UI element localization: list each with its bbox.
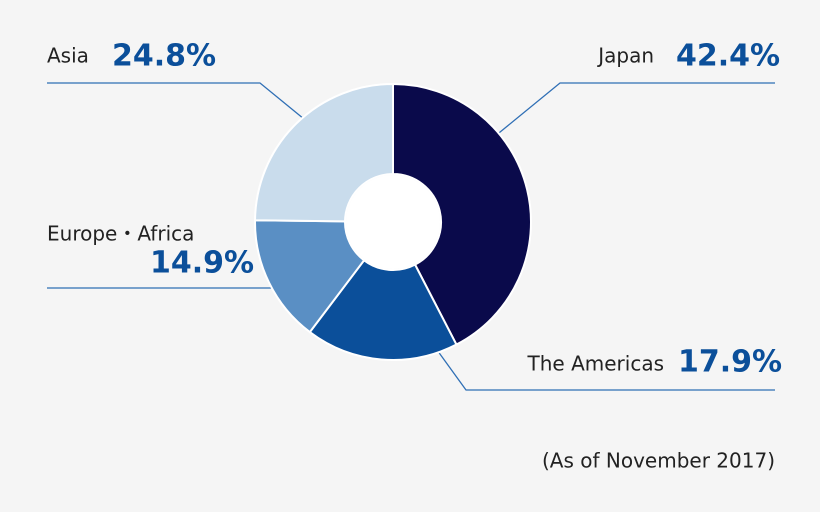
note: (As of November 2017) <box>542 449 775 473</box>
value-label: 24.8% <box>112 39 216 74</box>
value-label: 42.4% <box>676 39 780 74</box>
donut-hole <box>346 175 440 269</box>
value-label: 14.9% <box>150 246 254 281</box>
slice-label: The Americas <box>527 352 664 376</box>
leader-line <box>431 342 775 391</box>
slice <box>392 82 532 346</box>
slice <box>254 219 366 334</box>
leader-line <box>471 82 775 156</box>
slice-label: Asia <box>47 44 89 68</box>
slice-label: Japan <box>596 44 654 68</box>
value-label: 17.9% <box>678 345 782 380</box>
slice <box>253 82 394 223</box>
slice-label: Europe・Africa <box>47 222 194 246</box>
